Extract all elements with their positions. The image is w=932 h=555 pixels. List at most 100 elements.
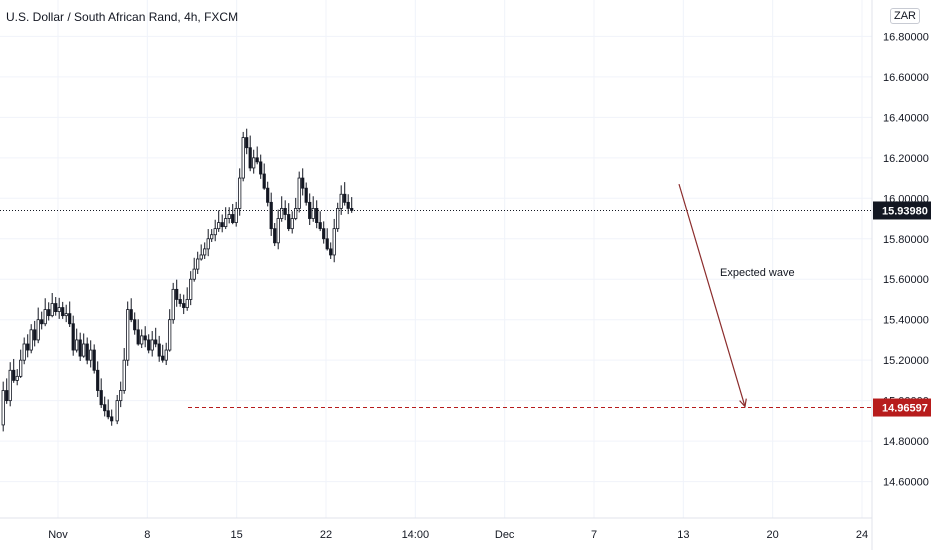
- candle-body: [227, 214, 231, 219]
- candle-body: [129, 309, 133, 321]
- candle-body: [346, 201, 350, 209]
- candle-body: [147, 339, 151, 351]
- candle-body: [47, 309, 51, 317]
- currency-button[interactable]: ZAR: [890, 8, 920, 24]
- candle-body: [273, 228, 277, 244]
- candle-body: [103, 404, 107, 412]
- last-price-badge: [873, 201, 931, 220]
- candle-body: [262, 173, 266, 189]
- last-price-label: 15.93980: [882, 205, 928, 217]
- candle-body: [220, 222, 224, 228]
- candle-body: [248, 147, 252, 169]
- candle-body: [136, 329, 140, 345]
- candle-body: [311, 208, 315, 219]
- candle-body: [283, 208, 287, 215]
- candle-body: [175, 288, 179, 300]
- candles: [1, 128, 354, 432]
- candle-body: [290, 218, 294, 230]
- candle-body: [92, 349, 96, 371]
- candle-body: [22, 343, 26, 361]
- price-tick-label: 15.20000: [883, 355, 929, 367]
- candle-body: [54, 303, 58, 313]
- candle-body: [266, 187, 270, 203]
- candle-body: [15, 375, 19, 381]
- candle-body: [168, 319, 172, 351]
- candle-body: [96, 369, 100, 391]
- candle-body: [185, 299, 189, 308]
- candle-body: [217, 222, 221, 230]
- candle-body: [89, 349, 93, 361]
- candle-body: [150, 339, 154, 351]
- expected-wave-arrow[interactable]: [678, 183, 747, 408]
- grid-lines: [0, 0, 872, 518]
- candle-body: [210, 234, 214, 240]
- candle-body: [19, 359, 23, 377]
- candle-body: [304, 187, 308, 203]
- target-price-badge: [873, 398, 931, 417]
- candle-body: [318, 222, 322, 230]
- candle-body: [64, 313, 68, 317]
- candle-body: [192, 268, 196, 280]
- candle-body: [71, 323, 75, 351]
- candle-body: [85, 343, 89, 361]
- candle-body: [126, 309, 130, 361]
- candle-body: [68, 313, 72, 325]
- candle-body: [224, 218, 228, 228]
- candle-body: [322, 228, 326, 240]
- candle-body: [315, 208, 319, 223]
- time-axis[interactable]: Nov 8 15 22 14:00 Dec 7 13 20 24: [0, 517, 872, 541]
- candle-body: [339, 193, 343, 209]
- candle-body: [36, 319, 40, 341]
- candle-body: [122, 359, 126, 391]
- candle-body: [164, 349, 168, 361]
- candle-body: [206, 238, 210, 250]
- candle-body: [238, 177, 242, 209]
- price-tick-label: 16.20000: [883, 153, 929, 165]
- price-tick-label: 15.40000: [883, 315, 929, 327]
- candle-body: [343, 193, 347, 203]
- time-tick-label: 8: [144, 529, 150, 541]
- candle-body: [82, 343, 86, 357]
- time-tick-label: Dec: [495, 529, 515, 541]
- price-tick-label: 15.80000: [883, 234, 929, 246]
- candle-body: [57, 307, 61, 313]
- candle-body: [110, 416, 114, 422]
- candle-body: [276, 218, 280, 244]
- candle-body: [119, 390, 123, 402]
- time-tick-label: 20: [767, 529, 779, 541]
- candle-body: [255, 157, 259, 163]
- time-tick-label: Nov: [48, 529, 68, 541]
- time-tick-label: 14:00: [402, 529, 430, 541]
- candle-body: [5, 390, 9, 402]
- candle-body: [12, 369, 16, 381]
- time-tick-label: 7: [591, 529, 597, 541]
- target-price-label: 14.96597: [882, 403, 928, 415]
- price-tick-label: 16.40000: [883, 112, 929, 124]
- price-tick-label: 14.80000: [883, 436, 929, 448]
- time-tick-label: 24: [856, 529, 868, 541]
- candle-body: [287, 214, 291, 230]
- candle-body: [245, 137, 249, 149]
- candle-body: [196, 258, 200, 270]
- price-tick-label: 14.60000: [883, 477, 929, 489]
- candle-body: [259, 161, 263, 175]
- candle-body: [269, 201, 273, 230]
- candle-body: [332, 228, 336, 256]
- candle-body: [61, 307, 65, 317]
- expected-wave-label: Expected wave: [720, 267, 795, 279]
- candle-body: [99, 390, 103, 406]
- price-tick-label: 16.60000: [883, 72, 929, 84]
- candle-body: [115, 400, 119, 422]
- arrow-shaft: [678, 183, 746, 407]
- candle-body: [199, 254, 203, 260]
- price-axis[interactable]: 16.8000016.6000016.4000016.2000016.00000…: [871, 0, 931, 550]
- candle-body: [178, 299, 182, 304]
- candle-body: [182, 303, 186, 308]
- candle-body: [294, 208, 298, 219]
- candle-body: [280, 208, 284, 219]
- candle-body: [33, 329, 37, 341]
- candle-body: [171, 288, 175, 321]
- candle-body: [329, 248, 333, 256]
